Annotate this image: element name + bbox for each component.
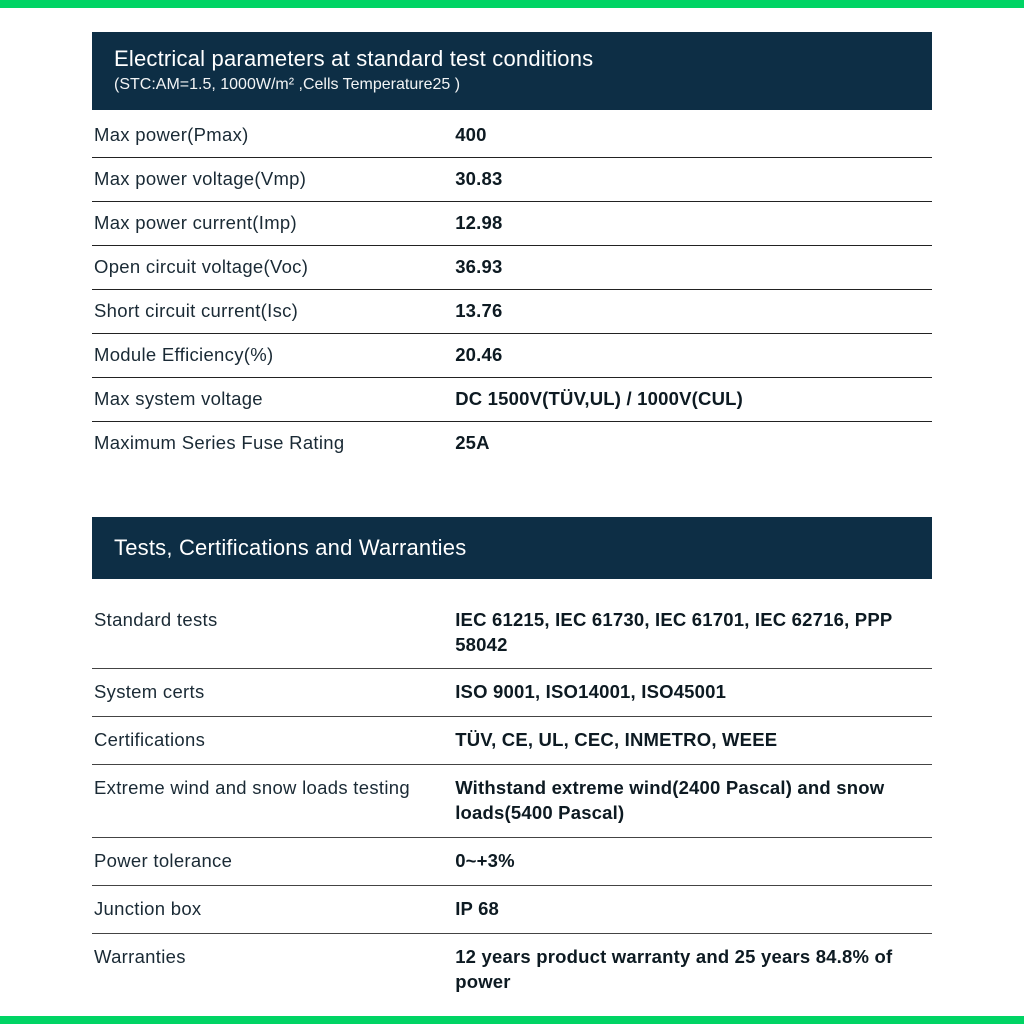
param-label: System certs	[92, 669, 453, 717]
param-value: 400	[453, 114, 932, 157]
param-value: DC 1500V(TÜV,UL) / 1000V(CUL)	[453, 377, 932, 421]
section-gap	[92, 465, 932, 517]
param-label: Open circuit voltage(Voc)	[92, 245, 453, 289]
tests-certs-table: Standard tests IEC 61215, IEC 61730, IEC…	[92, 597, 932, 1007]
section2-header: Tests, Certifications and Warranties	[92, 517, 932, 579]
table-row: Max system voltage DC 1500V(TÜV,UL) / 10…	[92, 377, 932, 421]
main-content: Electrical parameters at standard test c…	[0, 8, 1024, 1016]
section1-subtitle: (STC:AM=1.5, 1000W/m² ,Cells Temperature…	[114, 76, 910, 94]
table-row: Warranties 12 years product warranty and…	[92, 934, 932, 1006]
param-label: Junction box	[92, 886, 453, 934]
table-row: Certifications TÜV, CE, UL, CEC, INMETRO…	[92, 717, 932, 765]
param-label: Max system voltage	[92, 377, 453, 421]
table-row: Maximum Series Fuse Rating 25A	[92, 421, 932, 464]
table-row: Module Efficiency(%) 20.46	[92, 333, 932, 377]
param-value: 30.83	[453, 157, 932, 201]
table-row: Max power current(Imp) 12.98	[92, 201, 932, 245]
param-label: Module Efficiency(%)	[92, 333, 453, 377]
param-value: TÜV, CE, UL, CEC, INMETRO, WEEE	[453, 717, 932, 765]
param-label: Max power voltage(Vmp)	[92, 157, 453, 201]
top-accent-bar	[0, 0, 1024, 8]
param-label: Max power current(Imp)	[92, 201, 453, 245]
table-row: Max power(Pmax) 400	[92, 114, 932, 157]
param-value: 12 years product warranty and 25 years 8…	[453, 934, 932, 1006]
table-row: Power tolerance 0~+3%	[92, 838, 932, 886]
table-row: Junction box IP 68	[92, 886, 932, 934]
param-value: IEC 61215, IEC 61730, IEC 61701, IEC 627…	[453, 597, 932, 669]
section1-header: Electrical parameters at standard test c…	[92, 32, 932, 110]
table-row: Open circuit voltage(Voc) 36.93	[92, 245, 932, 289]
param-value: Withstand extreme wind(2400 Pascal) and …	[453, 765, 932, 838]
table-row: Standard tests IEC 61215, IEC 61730, IEC…	[92, 597, 932, 669]
param-value: 36.93	[453, 245, 932, 289]
table-row: Max power voltage(Vmp) 30.83	[92, 157, 932, 201]
param-label: Certifications	[92, 717, 453, 765]
table-row: System certs ISO 9001, ISO14001, ISO4500…	[92, 669, 932, 717]
param-value: 12.98	[453, 201, 932, 245]
param-value: 0~+3%	[453, 838, 932, 886]
param-label: Standard tests	[92, 597, 453, 669]
section2-title: Tests, Certifications and Warranties	[114, 535, 910, 561]
param-label: Max power(Pmax)	[92, 114, 453, 157]
param-label: Extreme wind and snow loads testing	[92, 765, 453, 838]
param-value: ISO 9001, ISO14001, ISO45001	[453, 669, 932, 717]
param-value: 13.76	[453, 289, 932, 333]
param-value: 25A	[453, 421, 932, 464]
bottom-accent-bar	[0, 1016, 1024, 1024]
table-row: Short circuit current(Isc) 13.76	[92, 289, 932, 333]
table-row: Extreme wind and snow loads testing With…	[92, 765, 932, 838]
param-label: Warranties	[92, 934, 453, 1006]
electrical-params-table: Max power(Pmax) 400 Max power voltage(Vm…	[92, 114, 932, 465]
section1-title: Electrical parameters at standard test c…	[114, 46, 910, 72]
param-value: IP 68	[453, 886, 932, 934]
param-value: 20.46	[453, 333, 932, 377]
header-gap	[92, 583, 932, 597]
param-label: Short circuit current(Isc)	[92, 289, 453, 333]
param-label: Maximum Series Fuse Rating	[92, 421, 453, 464]
param-label: Power tolerance	[92, 838, 453, 886]
